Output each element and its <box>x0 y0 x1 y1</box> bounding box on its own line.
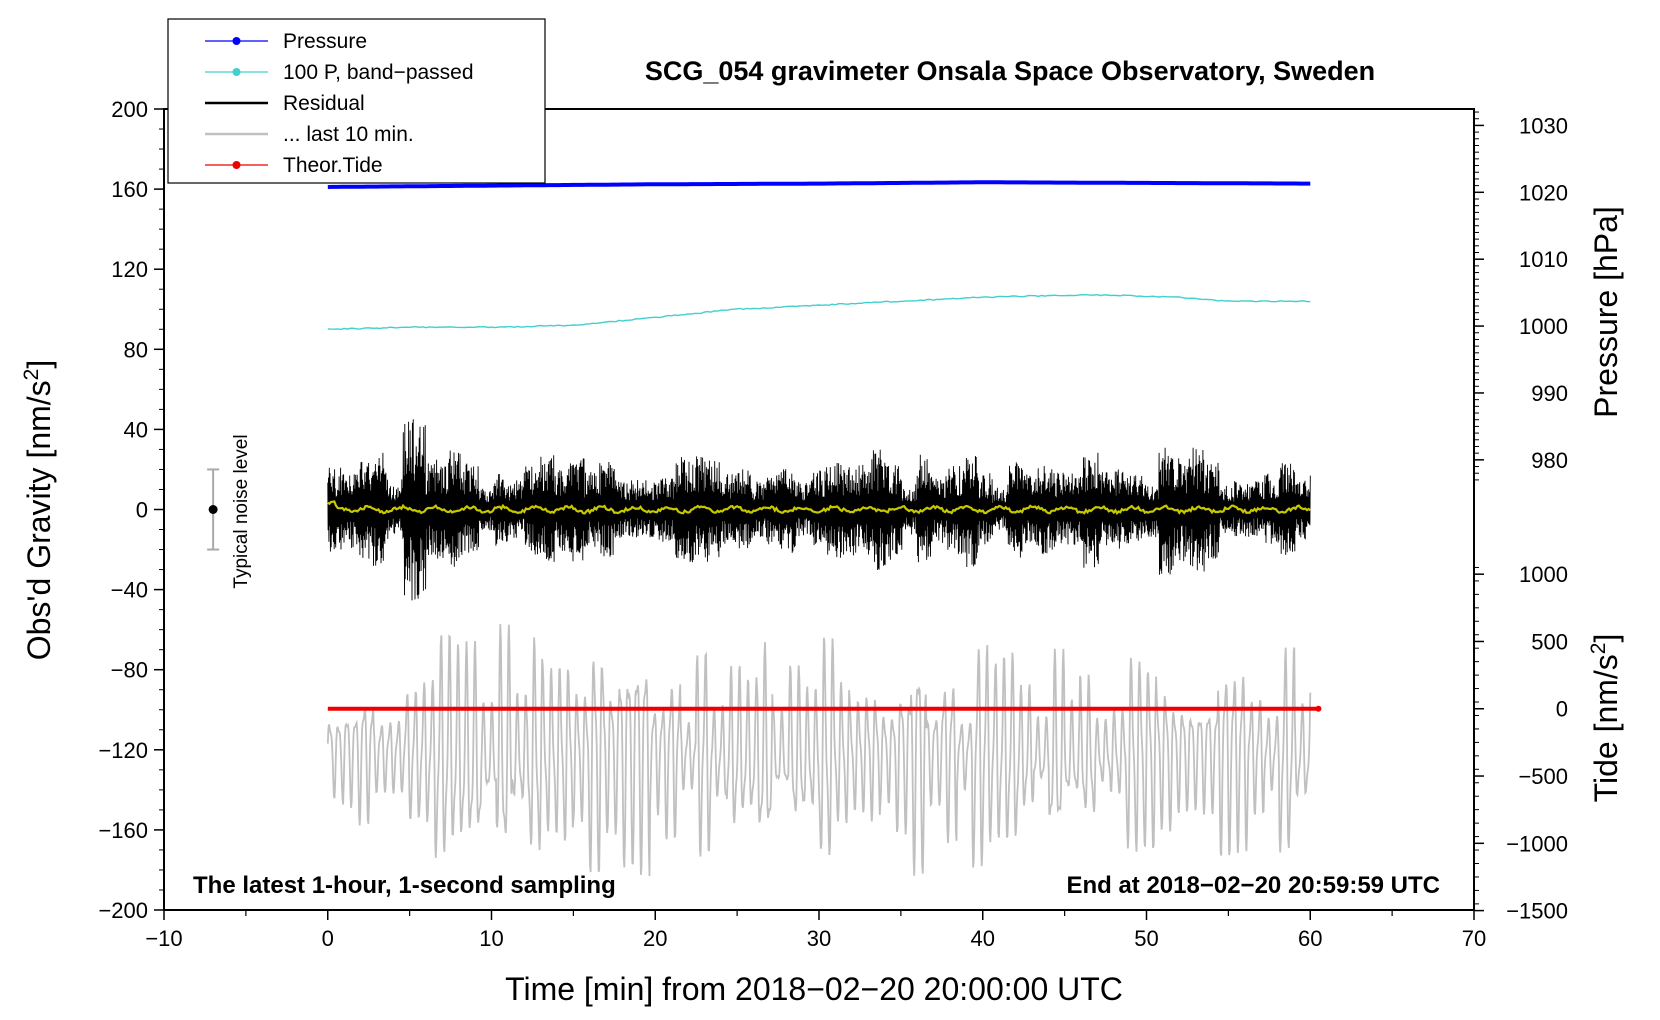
pressure-tick-label: 1030 <box>1519 113 1568 138</box>
data-layer <box>326 180 1322 877</box>
noise-indicator <box>207 468 220 551</box>
y-axis-pressure: 1030 1020 1010 1000 990 980 <box>1474 111 1568 481</box>
pressure-axis-title: Pressure [hPa] <box>1588 206 1624 418</box>
noise-center-dot <box>208 505 218 514</box>
y-axis-gravity: 200 160 120 80 40 0 −40 −80 −120 −160 −200 <box>98 97 164 923</box>
legend-entries: Pressure 100 P, band−passed Residual ... la… <box>205 30 474 177</box>
pressure-tick-label: 1000 <box>1519 314 1568 339</box>
x-tick-label: 10 <box>479 926 503 951</box>
legend-label: 100 P, band−passed <box>283 61 474 84</box>
pressure-tick-label: 980 <box>1531 448 1568 473</box>
y-tick-label: −160 <box>98 818 148 843</box>
x-axis: −10 0 10 20 30 40 50 60 70 <box>145 910 1486 951</box>
series-theor-tide-end-dot <box>1315 705 1322 712</box>
x-tick-label: 20 <box>643 926 667 951</box>
x-tick-label: 60 <box>1298 926 1322 951</box>
tide-tick-label: 1000 <box>1519 562 1568 587</box>
chart-title: SCG_054 gravimeter Onsala Space Observat… <box>645 56 1375 86</box>
legend-label: ... last 10 min. <box>283 123 414 146</box>
series-last-10-min <box>326 624 1312 877</box>
sampling-note: The latest 1-hour, 1-second sampling <box>193 872 616 899</box>
x-tick-label: 30 <box>807 926 831 951</box>
legend-label: Theor.Tide <box>283 154 383 177</box>
x-tick-label: 50 <box>1134 926 1158 951</box>
tide-tick-label: −1500 <box>1506 899 1568 924</box>
y-tick-label: 80 <box>124 337 148 362</box>
x-tick-label: −10 <box>145 926 182 951</box>
y-axis-tide: 1000 500 0 −500 −1000 −1500 <box>1474 562 1568 924</box>
tide-tick-label: −1000 <box>1506 831 1568 856</box>
y-tick-label: −40 <box>111 578 148 603</box>
end-time-note: End at 2018−02−20 20:59:59 UTC <box>1066 872 1440 899</box>
legend-box <box>167 18 546 184</box>
series-residual <box>327 419 1311 601</box>
x-tick-label: 0 <box>322 926 334 951</box>
x-tick-label: 40 <box>971 926 995 951</box>
pressure-tick-label: 990 <box>1531 381 1568 406</box>
y-tick-label: −80 <box>111 658 148 683</box>
legend-label: Residual <box>283 92 365 115</box>
y-tick-label: 160 <box>111 177 148 202</box>
noise-indicator-label: Typical noise level <box>231 434 252 588</box>
x-tick-label: 70 <box>1462 926 1486 951</box>
pressure-tick-label: 1010 <box>1519 247 1568 272</box>
series-smoothed-residual <box>327 500 1311 515</box>
y-tick-label: −120 <box>98 738 148 763</box>
legend-swatch-dot <box>232 37 241 45</box>
y-tick-label: 200 <box>111 97 148 122</box>
legend-swatch-dot <box>232 68 241 76</box>
series-pressure <box>327 180 1311 189</box>
series-100p-band-passed <box>327 293 1311 331</box>
y-axis-title: Obs'd Gravity [nm/s2] <box>20 360 57 661</box>
y-tick-label: −200 <box>98 898 148 923</box>
y-tick-label: 40 <box>124 417 148 442</box>
tide-axis-title: Tide [nm/s2] <box>1587 634 1624 803</box>
tide-tick-label: 0 <box>1556 697 1568 722</box>
legend-swatch-dot <box>232 161 241 169</box>
tide-tick-label: −500 <box>1518 764 1568 789</box>
pressure-tick-label: 1020 <box>1519 180 1568 205</box>
tide-tick-label: 500 <box>1531 629 1568 654</box>
y-tick-label: 0 <box>136 498 148 523</box>
legend-label: Pressure <box>283 30 367 53</box>
x-axis-title: Time [min] from 2018−02−20 20:00:00 UTC <box>505 971 1123 1007</box>
y-tick-label: 120 <box>111 257 148 282</box>
legend: Pressure 100 P, band−passed Residual ... la… <box>167 18 546 184</box>
